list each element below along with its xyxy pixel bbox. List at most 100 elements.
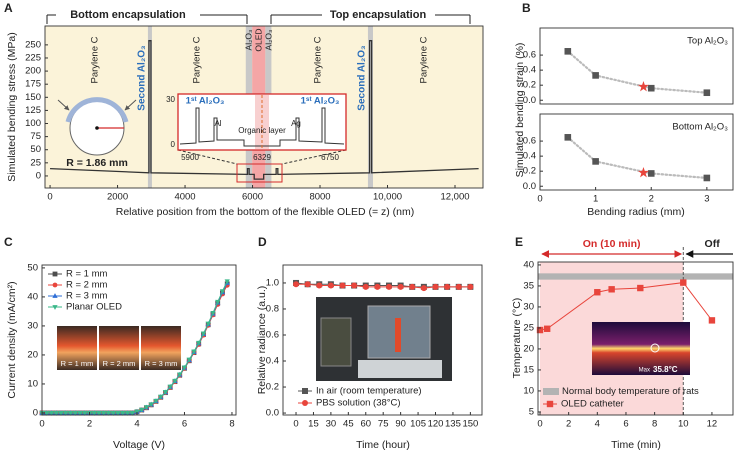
x-tick-label: 0	[47, 192, 52, 203]
marker	[153, 398, 159, 404]
legend-label: PBS solution (38°C)	[316, 398, 401, 409]
y-tick-label: 0.4	[523, 151, 536, 162]
marker	[467, 283, 474, 290]
y-tick-label: 0.8	[266, 303, 279, 314]
x-axis-label: Relative position from the bottom of the…	[116, 206, 415, 218]
legend-label: In air (room temperature)	[316, 386, 422, 397]
zoom-box	[236, 163, 283, 183]
y-tick-label: 150	[25, 92, 41, 103]
y-tick-label: 250	[25, 39, 41, 50]
zoom-link	[177, 149, 238, 165]
legend-label: Planar OLED	[66, 302, 122, 313]
y-tick-label: 75	[30, 131, 41, 142]
arrow	[124, 99, 137, 111]
y-tick-label: 50	[30, 144, 41, 155]
y-tick-label: 40	[27, 291, 38, 302]
x-tick-label: 4	[134, 419, 139, 430]
layer	[147, 26, 152, 188]
marker	[703, 89, 711, 97]
marker	[205, 321, 211, 327]
marker	[647, 170, 655, 177]
heading: Top encapsulation	[330, 9, 427, 21]
inset-x-label: 6329	[253, 153, 271, 162]
x-tick-label: 120	[428, 419, 444, 430]
y-tick-label: 1.0	[266, 277, 279, 288]
y-tick-label: 5	[529, 406, 534, 417]
x-tick-label: 6	[182, 419, 187, 430]
legend-band	[543, 388, 559, 395]
x-tick-label: 135	[445, 419, 461, 430]
marker	[177, 372, 183, 378]
x-tick-label: 0	[39, 419, 44, 430]
x-tick-label: 4000	[174, 192, 195, 203]
y-tick-label: 15	[523, 364, 534, 375]
marker	[444, 283, 451, 290]
marker	[432, 283, 439, 290]
marker	[139, 407, 145, 413]
y-tick-label: 0.2	[523, 166, 536, 177]
layer-label: Second Al₂O₃	[137, 45, 148, 111]
x-tick-label: 12	[707, 419, 718, 430]
marker	[455, 283, 462, 290]
panel-label: B	[522, 1, 531, 15]
marker	[52, 305, 58, 310]
x-tick-label: 10,000	[373, 192, 402, 203]
x-tick-label: 2	[87, 419, 92, 430]
marker	[77, 411, 83, 416]
x-tick-label: 2	[566, 419, 571, 430]
x-axis-label: Time (hour)	[356, 439, 410, 451]
marker	[134, 409, 140, 415]
y-tick-label: 0.6	[523, 136, 536, 147]
marker	[420, 285, 427, 292]
zoom-link	[281, 149, 347, 165]
thermal-value: 35.8°C	[653, 365, 678, 374]
x-tick-label: 8	[652, 419, 657, 430]
x-tick-label: 30	[326, 419, 337, 430]
marker	[304, 281, 311, 288]
y-tick-label: 10	[523, 385, 534, 396]
y-tick-label: 100	[25, 118, 41, 129]
marker	[58, 411, 64, 416]
layer-label: OLED	[253, 28, 263, 51]
arrow	[57, 99, 70, 111]
x-tick-label: 8	[229, 419, 234, 430]
y-tick-label: 10	[27, 378, 38, 389]
marker	[143, 405, 150, 411]
marker	[592, 158, 599, 165]
x-tick-label: 0	[537, 419, 542, 430]
panel-label: D	[258, 235, 267, 249]
y-tick-label: 25	[523, 322, 534, 333]
legend-label: R = 2 mm	[66, 280, 108, 291]
marker	[543, 325, 551, 332]
x-tick-label: 1	[593, 194, 598, 205]
y-tick-label: 0.2	[523, 80, 536, 91]
y-tick-label: 200	[25, 66, 41, 77]
marker	[564, 134, 572, 141]
marker	[53, 411, 59, 416]
y-tick-label: 0.0	[523, 95, 536, 106]
y-tick-label: 0	[36, 170, 41, 181]
inset-y-label: 30	[166, 95, 175, 104]
x-tick-label: 4	[595, 419, 600, 430]
marker	[637, 166, 649, 178]
legend-label: R = 1 mm	[66, 269, 108, 280]
y-tick-label: 30	[523, 301, 534, 312]
y-tick-label: 25	[30, 157, 41, 168]
photo-label: R = 1 mm	[61, 359, 94, 368]
marker	[120, 411, 126, 416]
marker	[196, 340, 202, 346]
layer-label: Second Al₂O₃	[357, 45, 368, 111]
marker	[167, 384, 173, 390]
subplot-title: Bottom Al₂O₃	[672, 122, 728, 133]
marker	[91, 411, 97, 416]
y-tick-label: 175	[25, 79, 41, 90]
bend-arc	[65, 97, 129, 123]
inset-x-label: 6750	[321, 153, 339, 162]
marker	[708, 317, 716, 324]
marker	[546, 400, 554, 408]
marker	[63, 411, 69, 416]
marker	[172, 378, 178, 384]
data-line	[50, 40, 479, 180]
marker	[592, 72, 599, 79]
photo-label: R = 3 mm	[145, 359, 178, 368]
